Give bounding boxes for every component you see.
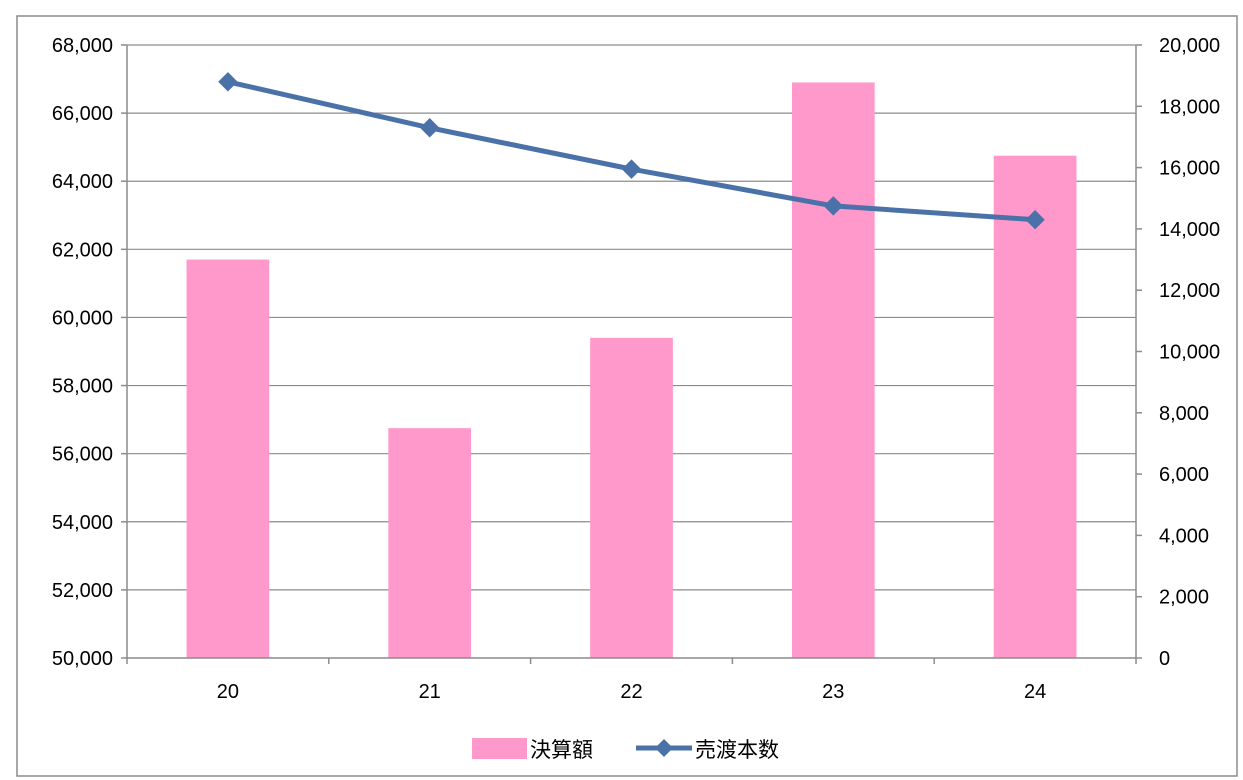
- x-tick-label: 22: [620, 681, 642, 703]
- right-tick-label: 10,000: [1159, 342, 1220, 364]
- line-point-21: [419, 118, 440, 138]
- right-tick-label: 20,000: [1159, 35, 1220, 57]
- right-tick-label: 14,000: [1159, 219, 1220, 241]
- left-tick-label: 62,000: [52, 239, 113, 261]
- x-tick-label: 21: [419, 681, 441, 703]
- right-tick-label: 6,000: [1159, 464, 1209, 486]
- left-axis-tick-labels: 50,000 52,000 54,000 56,000 58,000 60,000 62,0…: [52, 35, 113, 670]
- left-tick-label: 68,000: [52, 35, 113, 57]
- bar-20: [186, 259, 270, 658]
- x-tick-label: 23: [822, 681, 844, 703]
- left-tick-label: 60,000: [52, 307, 113, 329]
- right-tick-label: 0: [1159, 648, 1170, 670]
- bar-22: [590, 337, 673, 658]
- x-tick-label: 24: [1024, 681, 1046, 703]
- line-point-22: [621, 159, 642, 179]
- bar-21: [388, 428, 472, 658]
- bar-24: [993, 155, 1077, 659]
- left-tick-label: 54,000: [52, 512, 113, 534]
- left-tick-label: 66,000: [52, 103, 113, 125]
- left-tick-label: 52,000: [52, 580, 113, 602]
- right-tick-label: 12,000: [1159, 280, 1220, 302]
- legend-bar-label: 決算額: [530, 738, 593, 762]
- x-tick-label: 20: [217, 681, 239, 703]
- gridlines: [127, 44, 1136, 591]
- legend-line-marker: [655, 739, 673, 757]
- line-point-20: [218, 72, 238, 92]
- left-tick-label: 58,000: [52, 376, 113, 398]
- right-axis-tick-labels: 0 2,000 4,000 6,000 8,000 10,000 12,000 14,000 1…: [1159, 35, 1220, 670]
- right-tick-label: 16,000: [1159, 158, 1220, 180]
- axes: [121, 44, 1142, 664]
- left-tick-label: 64,000: [52, 171, 113, 193]
- right-tick-label: 18,000: [1159, 96, 1220, 118]
- line-point-23: [823, 196, 844, 216]
- right-tick-label: 8,000: [1159, 403, 1209, 425]
- left-tick-label: 56,000: [52, 444, 113, 466]
- right-tick-label: 4,000: [1159, 525, 1209, 547]
- bar-23: [791, 82, 875, 658]
- legend-bar-swatch: [472, 738, 527, 759]
- legend-line-label: 売渡本数: [695, 738, 779, 762]
- left-tick-label: 50,000: [52, 648, 113, 670]
- bar-series: [186, 82, 1077, 659]
- line-point-24: [1025, 209, 1045, 230]
- legend: 決算額 売渡本数: [472, 738, 779, 762]
- x-axis-tick-labels: 20 21 22 23 24: [217, 681, 1046, 703]
- right-tick-label: 2,000: [1159, 587, 1209, 609]
- line-series: [218, 72, 1045, 230]
